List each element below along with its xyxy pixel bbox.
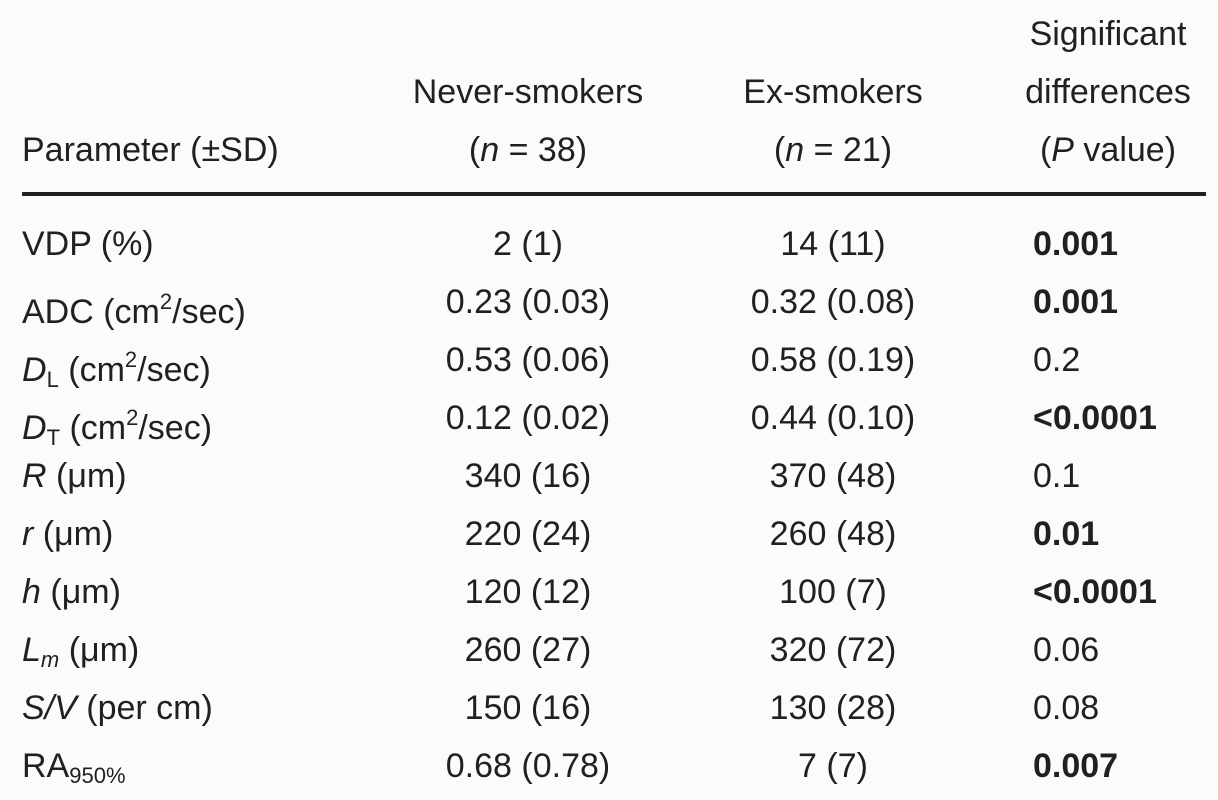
never-smokers-cell: 120 (12) (464, 573, 592, 611)
p-value-cell: 0.001 (1033, 283, 1119, 321)
header-cell: differences (1025, 73, 1191, 111)
text: ( (468, 131, 481, 169)
text: (per cm) (76, 689, 213, 727)
text: P (1051, 131, 1074, 169)
text: (μm) (59, 631, 140, 669)
text: n (480, 131, 500, 169)
text: R (22, 457, 47, 495)
header-cell: Ex-smokers (743, 73, 923, 111)
parameter-cell: h (μm) (22, 572, 121, 612)
parameter-cell: r (μm) (22, 514, 113, 554)
text: T (46, 425, 61, 450)
text: (μm) (40, 573, 121, 611)
text: 950% (69, 763, 126, 788)
text: D (22, 409, 47, 447)
text: h (22, 573, 41, 611)
ex-smokers-cell: 370 (48) (769, 457, 897, 495)
p-value-cell: 0.2 (1033, 341, 1081, 379)
text: r (22, 515, 34, 553)
header-cell: Never-smokers (412, 73, 644, 111)
parameter-cell: RA950% (22, 746, 126, 796)
never-smokers-cell: 0.53 (0.06) (445, 341, 611, 379)
text: 2 (124, 347, 138, 372)
header-cell: (P value) (1040, 130, 1176, 170)
text: VDP (%) (22, 225, 154, 263)
never-smokers-cell: 0.23 (0.03) (445, 283, 611, 321)
parameter-cell: R (μm) (22, 456, 127, 496)
header-cell: (n = 21) (774, 130, 892, 170)
p-value-cell: <0.0001 (1033, 573, 1157, 611)
p-value-cell: 0.08 (1033, 689, 1100, 727)
p-value-cell: 0.01 (1033, 515, 1100, 553)
text: (μm) (46, 457, 127, 495)
ex-smokers-cell: 0.58 (0.19) (750, 341, 916, 379)
text: ADC (cm (22, 293, 160, 331)
ex-smokers-cell: 0.32 (0.08) (750, 283, 916, 321)
text: /sec) (172, 293, 246, 331)
never-smokers-cell: 220 (24) (464, 515, 592, 553)
p-value-cell: <0.0001 (1033, 399, 1157, 437)
ex-smokers-cell: 130 (28) (769, 689, 897, 727)
ex-smokers-cell: 100 (7) (779, 573, 887, 611)
never-smokers-cell: 2 (1) (493, 225, 563, 263)
text: S/V (22, 689, 77, 727)
text: (cm (60, 409, 127, 447)
parameter-cell: ADC (cm2/sec) (22, 282, 246, 332)
ex-smokers-cell: 320 (72) (769, 631, 897, 669)
ex-smokers-cell: 0.44 (0.10) (750, 399, 916, 437)
text: = 38) (499, 131, 588, 169)
text: /sec) (138, 409, 213, 447)
text: ( (1039, 131, 1052, 169)
text: 2 (159, 289, 173, 314)
header-cell: Parameter (±SD) (22, 131, 279, 169)
text: RA (22, 747, 70, 785)
p-value-cell: 0.06 (1033, 631, 1100, 669)
text: L (46, 367, 59, 392)
parameter-cell: DT (cm2/sec) (22, 398, 212, 458)
ex-smokers-cell: 14 (11) (780, 225, 886, 263)
text: (cm (58, 351, 125, 389)
never-smokers-cell: 0.68 (0.78) (445, 747, 611, 785)
header-cell: Significant (1029, 15, 1187, 53)
text: value) (1073, 131, 1177, 169)
parameter-cell: VDP (%) (22, 224, 154, 264)
header-rule (22, 192, 1206, 196)
text: (μm) (33, 515, 114, 553)
text: L (22, 631, 41, 669)
p-value-cell: 0.1 (1033, 457, 1081, 495)
never-smokers-cell: 0.12 (0.02) (445, 399, 611, 437)
parameter-cell: S/V (per cm) (22, 688, 213, 728)
text: 2 (126, 405, 139, 430)
text: ( (773, 131, 786, 169)
text: m (40, 647, 60, 672)
text: D (22, 351, 47, 389)
parameter-cell: DL (cm2/sec) (22, 340, 211, 400)
never-smokers-cell: 150 (16) (464, 689, 592, 727)
never-smokers-cell: 340 (16) (464, 457, 592, 495)
text: n (785, 131, 805, 169)
p-value-cell: 0.007 (1033, 747, 1119, 785)
ex-smokers-cell: 7 (7) (798, 747, 868, 785)
never-smokers-cell: 260 (27) (464, 631, 592, 669)
header-cell: (n = 38) (469, 130, 587, 170)
parameter-cell: Lm (μm) (22, 630, 139, 680)
text: /sec) (137, 351, 211, 389)
ex-smokers-cell: 260 (48) (769, 515, 897, 553)
p-value-cell: 0.001 (1033, 225, 1119, 263)
text: = 21) (804, 131, 893, 169)
